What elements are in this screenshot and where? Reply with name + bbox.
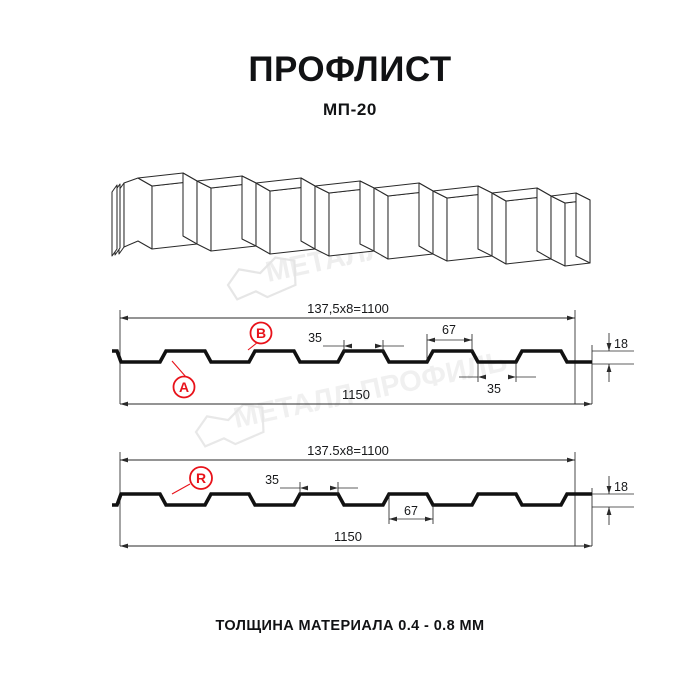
view-b-rib-base-label: 67 (404, 504, 418, 518)
view-b-height-label: 18 (614, 480, 628, 494)
view-a-rib-top-left-dimension: 35 (308, 331, 404, 352)
view-a-rib-top-left-label: 35 (308, 331, 322, 345)
view-b-group: 137.5x8=1100 1150 35 (112, 443, 634, 549)
marker-a-label: A (179, 379, 189, 395)
view-b-rib-top-left-label: 35 (265, 473, 279, 487)
title-block: ПРОФЛИСТ МП-20 (0, 50, 700, 120)
view-b-profile-outline (112, 492, 592, 507)
marker-r: R (171, 466, 213, 495)
view-a-profile-outline (112, 349, 592, 364)
view-a-height-dimension: 18 (592, 333, 634, 382)
view-b-pitch-label: 137.5x8=1100 (307, 443, 389, 458)
view-a-rib-base-label: 67 (442, 323, 456, 337)
page-subtitle: МП-20 (323, 99, 377, 119)
view-b-rib-top-left-dimension: 35 (265, 473, 358, 494)
watermark-text-2: МЕТАЛЛ ПРОФИЛЬ (231, 346, 510, 435)
marker-r-label: R (196, 470, 206, 486)
view-a-height-label: 18 (614, 337, 628, 351)
page-title: ПРОФЛИСТ (248, 50, 452, 89)
view-a-overall-dimension: 1150 (120, 387, 592, 407)
view-b-rib-base-dimension: 67 (388, 494, 434, 524)
marker-a: A (171, 360, 196, 399)
view-a-pitch-dimension: 137,5x8=1100 (120, 301, 575, 321)
material-thickness-note: ТОЛЩИНА МАТЕРИАЛА 0.4 - 0.8 ММ (215, 618, 485, 634)
view-a-rib-base-dimension: 67 (426, 323, 473, 362)
marker-b: B (247, 321, 273, 351)
view-a-rib-top-right-label: 35 (487, 382, 501, 396)
view-a-group: 137,5x8=1100 1150 35 (112, 301, 634, 407)
view-a-overall-label: 1150 (342, 387, 370, 402)
view-b-height-dimension: 18 (592, 476, 634, 525)
view-b-pitch-dimension: 137.5x8=1100 (120, 443, 575, 463)
view-b-overall-label: 1150 (334, 529, 362, 544)
view-a-pitch-label: 137,5x8=1100 (307, 301, 389, 316)
iso-profile-view (111, 172, 591, 267)
marker-b-label: B (256, 325, 266, 341)
view-b-overall-dimension: 1150 (120, 529, 592, 549)
view-a-rib-top-right-dimension: 35 (459, 362, 536, 396)
